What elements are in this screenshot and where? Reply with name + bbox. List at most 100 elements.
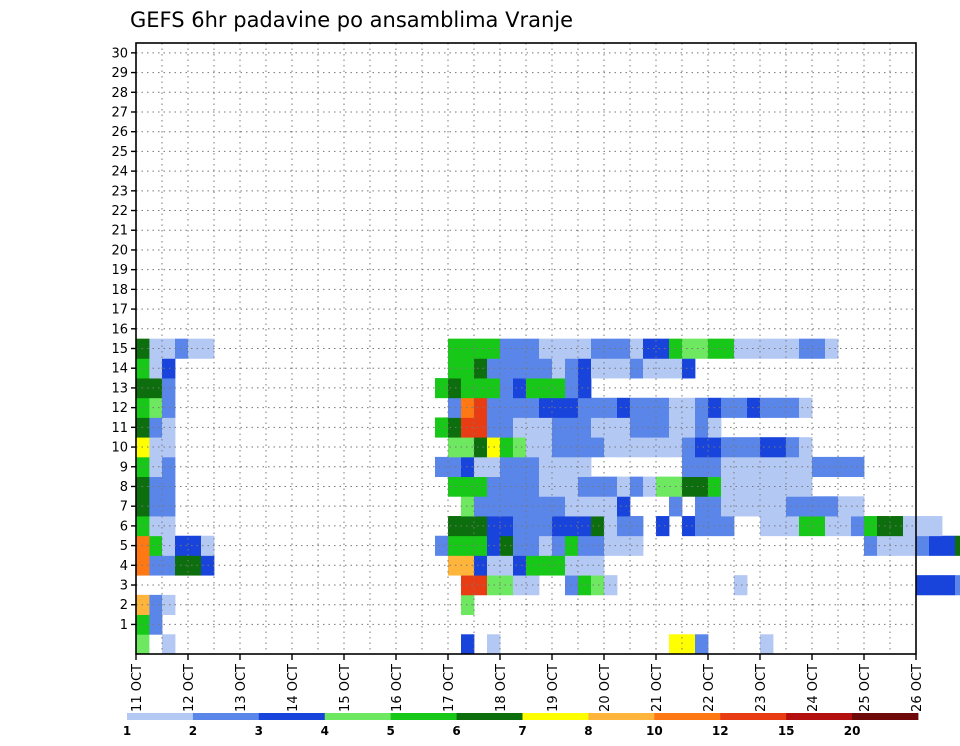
heatmap-cell — [799, 496, 813, 517]
heatmap-cell — [643, 397, 657, 418]
heatmap-cell — [890, 535, 904, 556]
heatmap-cell — [604, 496, 618, 517]
heatmap-cell — [539, 535, 553, 556]
heatmap-cell — [513, 338, 527, 359]
legend-swatch — [192, 713, 260, 720]
heatmap-cell — [591, 437, 605, 458]
heatmap-cell — [695, 437, 709, 458]
heatmap-cell — [604, 417, 618, 438]
heatmap-cell — [890, 516, 904, 537]
heatmap-cell — [916, 535, 930, 556]
heatmap-cell — [942, 575, 956, 596]
y-tick-label: 4 — [120, 559, 128, 574]
heatmap-cell — [825, 338, 839, 359]
heatmap-cell — [734, 437, 748, 458]
heatmap-cell — [149, 614, 163, 635]
heatmap-cell — [617, 358, 631, 379]
heatmap-cell — [461, 417, 475, 438]
heatmap-cell — [474, 456, 488, 478]
heatmap-cell — [695, 476, 709, 497]
heatmap-cell — [942, 535, 956, 556]
heatmap-cell — [578, 516, 592, 537]
y-tick-label: 25 — [111, 145, 128, 160]
heatmap-cell — [578, 417, 592, 438]
heatmap-cell — [747, 476, 761, 497]
heatmap-cell — [539, 516, 553, 537]
heatmap-cell — [617, 516, 631, 537]
heatmap-cell — [513, 378, 527, 399]
heatmap-cell — [162, 555, 176, 576]
heatmap-cell — [500, 338, 514, 359]
heatmap-cell — [552, 535, 566, 556]
heatmap-cell — [162, 456, 176, 478]
heatmap-cell — [604, 476, 618, 497]
heatmap-cell — [799, 456, 813, 478]
heatmap-cell — [487, 634, 501, 655]
heatmap-cell — [552, 516, 566, 537]
heatmap-cell — [747, 456, 761, 478]
heatmap-cell — [760, 338, 774, 359]
color-legend: 1 2 3 4 5 6 7 8 10 12 15 20 — [123, 713, 919, 738]
heatmap-cell — [149, 358, 163, 379]
heatmap-cell — [474, 476, 488, 497]
heatmap-cell — [656, 476, 670, 497]
heatmap-cell — [799, 516, 813, 537]
heatmap-cell — [500, 575, 514, 596]
heatmap-cell — [500, 516, 514, 537]
y-tick-label: 17 — [111, 303, 128, 318]
heatmap-cell — [162, 358, 176, 379]
heatmap-cell — [617, 476, 631, 497]
heatmap-cell — [604, 358, 618, 379]
heatmap-cell — [539, 476, 553, 497]
heatmap-cell — [539, 397, 553, 418]
heatmap-cell — [539, 338, 553, 359]
heatmap-cell — [682, 338, 696, 359]
legend-swatch — [786, 713, 853, 720]
heatmap-cell — [175, 535, 189, 556]
heatmap-cell — [162, 594, 176, 615]
heatmap-cell — [760, 634, 774, 655]
heatmap-cell — [162, 535, 176, 556]
heatmap-cell — [448, 378, 462, 399]
heatmap-cell — [513, 476, 527, 497]
heatmap-cell — [474, 397, 488, 418]
heatmap-cell — [552, 338, 566, 359]
heatmap-cell — [643, 417, 657, 438]
heatmap-cell — [162, 496, 176, 517]
heatmap-cell — [188, 338, 202, 359]
heatmap-cell — [149, 437, 163, 458]
heatmap-cell — [474, 555, 488, 576]
heatmap-cell — [786, 338, 800, 359]
heatmap-cell — [175, 555, 189, 576]
heatmap-cell — [591, 575, 605, 596]
heatmap-cell — [461, 456, 475, 478]
heatmap-cell — [539, 417, 553, 438]
heatmap-cell — [578, 338, 592, 359]
heatmap-cell — [474, 338, 488, 359]
heatmap-cell — [448, 476, 462, 497]
x-tick-label: 13 OCT — [234, 664, 249, 712]
heatmap-cell — [643, 358, 657, 379]
y-tick-label: 23 — [111, 184, 128, 199]
heatmap-cell — [682, 417, 696, 438]
heatmap-cell — [461, 358, 475, 379]
y-tick-label: 2 — [120, 598, 128, 613]
heatmap-cell — [825, 516, 839, 537]
heatmap-cell — [695, 496, 709, 517]
heatmap-cell — [149, 417, 163, 438]
heatmap-cell — [461, 397, 475, 418]
heatmap-cell — [162, 397, 176, 418]
heatmap-cell — [500, 535, 514, 556]
heatmap-cell — [656, 338, 670, 359]
heatmap-cell — [162, 338, 176, 359]
heatmap-cell — [617, 496, 631, 517]
heatmap-cell — [149, 397, 163, 418]
heatmap-cell — [799, 397, 813, 418]
heatmap-cell — [786, 456, 800, 478]
y-tick-label: 1 — [120, 618, 128, 633]
legend-label: 15 — [778, 724, 795, 738]
heatmap-cell — [682, 397, 696, 418]
heatmap-cell — [760, 456, 774, 478]
